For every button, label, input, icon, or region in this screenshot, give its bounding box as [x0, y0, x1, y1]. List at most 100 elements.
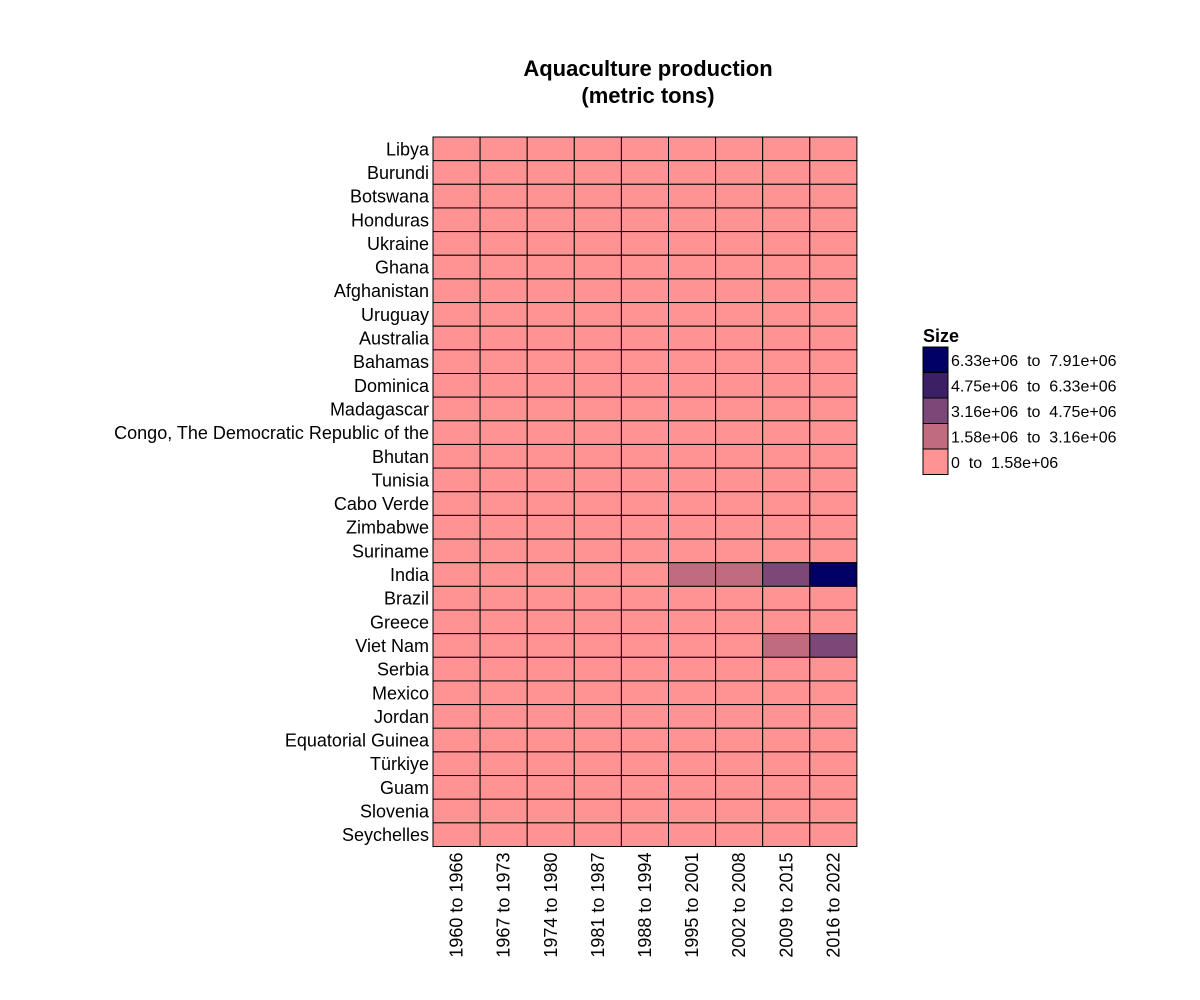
heatmap-cell: [762, 302, 811, 327]
heatmap-cell: [620, 420, 670, 445]
heatmap-cell: [809, 183, 858, 209]
heatmap-cell: [809, 775, 858, 800]
heatmap-cell: [573, 491, 622, 516]
heatmap-cell: [573, 443, 622, 469]
heatmap-cell: [715, 727, 764, 753]
row-label: Seychelles: [342, 825, 429, 845]
heatmap-cell: [432, 775, 481, 800]
legend-swatch: [922, 423, 949, 450]
column-label: 2002 to 2008: [729, 853, 749, 958]
heatmap-cell: [432, 231, 481, 256]
heatmap-cell: [432, 160, 481, 185]
heatmap-cell: [620, 656, 670, 682]
row-label: Uruguay: [361, 305, 429, 325]
heatmap-cell: [668, 585, 717, 611]
heatmap-cell: [668, 727, 717, 753]
legend-label: 4.75e+06 to 6.33e+06: [951, 378, 1117, 395]
chart-title-line: Aquaculture production: [523, 56, 772, 81]
heatmap-cell: [526, 160, 575, 185]
row-label: Viet Nam: [355, 636, 429, 656]
column-label: 1960 to 1966: [447, 853, 467, 958]
heatmap-cell: [762, 704, 811, 729]
column-label: 1988 to 1994: [635, 853, 655, 958]
heatmap-cell: [715, 585, 764, 611]
heatmap-cell: [526, 680, 575, 706]
heatmap-cell: [762, 443, 811, 469]
heatmap-cell: [715, 491, 764, 516]
heatmap-cell: [809, 396, 858, 422]
heatmap-cell: [479, 491, 528, 516]
heatmap-cell: [573, 325, 622, 351]
heatmap-cell: [432, 443, 481, 469]
heatmap-cell: [573, 420, 622, 445]
heatmap-cell: [668, 302, 717, 327]
heatmap-cell: [809, 585, 858, 611]
heatmap-cell: [809, 467, 858, 493]
heatmap-cell: [479, 798, 528, 824]
heatmap-cell: [809, 704, 858, 729]
heatmap-cell: [809, 727, 858, 753]
column-label: 1981 to 1987: [588, 853, 608, 958]
heatmap-cell: [479, 254, 528, 280]
heatmap-cell: [526, 183, 575, 209]
heatmap-cell: [762, 136, 811, 162]
heatmap-cell: [620, 822, 670, 847]
heatmap-cell: [479, 562, 528, 587]
column-label: 2009 to 2015: [776, 853, 796, 958]
heatmap-cell: [573, 349, 622, 375]
heatmap-cell: [526, 822, 575, 847]
heatmap-cell: [715, 349, 764, 375]
heatmap-cell: [668, 467, 717, 493]
heatmap-cell: [668, 609, 717, 635]
heatmap-cell: [526, 538, 575, 564]
heatmap-cell: [479, 609, 528, 635]
heatmap-cell: [668, 514, 717, 540]
heatmap-cell: [526, 514, 575, 540]
heatmap-cell: [620, 538, 670, 564]
heatmap-cell: [479, 633, 528, 658]
heatmap-cell: [432, 373, 481, 398]
row-label: Bhutan: [372, 447, 429, 467]
column-label: 1974 to 1980: [541, 853, 561, 958]
heatmap-cell: [479, 160, 528, 185]
row-label: Afghanistan: [334, 281, 429, 301]
heatmap-cell: [620, 585, 670, 611]
heatmap-cell: [762, 514, 811, 540]
heatmap-cell: [668, 798, 717, 824]
heatmap-cell: [715, 136, 764, 162]
heatmap-cell: [809, 609, 858, 635]
legend-swatch: [922, 346, 949, 373]
heatmap-cell: [526, 751, 575, 777]
heatmap-cell: [762, 609, 811, 635]
heatmap-cell: [809, 751, 858, 777]
heatmap-cell: [479, 585, 528, 611]
heatmap-cell: [762, 751, 811, 777]
heatmap-cell: [432, 633, 481, 658]
heatmap-cell: [620, 231, 670, 256]
heatmap-cell: [809, 656, 858, 682]
heatmap-cell: [668, 822, 717, 847]
heatmap-cell: [809, 160, 858, 185]
heatmap-cell: [526, 325, 575, 351]
heatmap-cell: [432, 585, 481, 611]
legend-label: 3.16e+06 to 4.75e+06: [951, 404, 1117, 421]
heatmap-cell: [526, 373, 575, 398]
heatmap-cell: [526, 231, 575, 256]
heatmap-cell: [668, 491, 717, 516]
row-label: Mexico: [372, 683, 429, 703]
heatmap-cell: [620, 278, 670, 304]
heatmap-cell: [762, 373, 811, 398]
heatmap-cell: [762, 160, 811, 185]
heatmap-cell: [526, 609, 575, 635]
heatmap-cell: [668, 704, 717, 729]
heatmap-cell: [432, 822, 481, 847]
heatmap-cell: [573, 254, 622, 280]
heatmap-cell: [715, 302, 764, 327]
row-label: Honduras: [351, 210, 429, 230]
heatmap-cell: [715, 680, 764, 706]
column-label: 1995 to 2001: [682, 853, 702, 958]
heatmap-cell: [762, 491, 811, 516]
heatmap-cell: [620, 254, 670, 280]
